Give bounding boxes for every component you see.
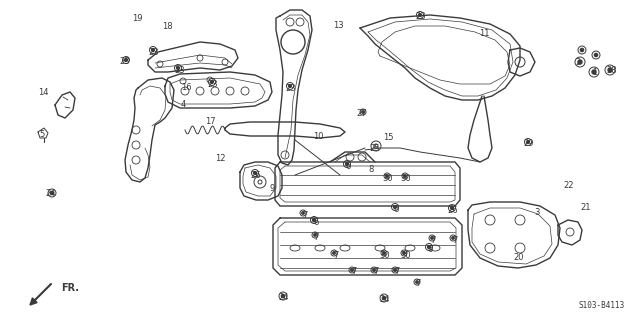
Text: 30: 30: [401, 173, 411, 182]
Circle shape: [288, 84, 292, 87]
Circle shape: [177, 67, 179, 69]
Circle shape: [383, 252, 385, 254]
Text: 25: 25: [370, 143, 380, 153]
Circle shape: [452, 237, 454, 239]
Text: 23: 23: [175, 66, 185, 75]
Text: 5: 5: [39, 130, 44, 139]
Text: 12: 12: [215, 154, 225, 163]
Text: S103-B4113: S103-B4113: [579, 301, 625, 310]
Circle shape: [608, 68, 612, 72]
Circle shape: [595, 53, 598, 57]
Circle shape: [416, 281, 418, 283]
Text: 9: 9: [269, 183, 275, 193]
Circle shape: [346, 163, 349, 165]
Circle shape: [258, 180, 262, 184]
Text: 11: 11: [479, 28, 489, 37]
Circle shape: [333, 252, 335, 254]
Text: 7: 7: [415, 279, 421, 289]
Text: 7: 7: [313, 233, 319, 242]
Circle shape: [210, 81, 214, 84]
Text: 16: 16: [181, 83, 191, 92]
Text: 8: 8: [368, 164, 373, 173]
Circle shape: [451, 207, 453, 209]
Circle shape: [351, 269, 353, 271]
Circle shape: [125, 59, 127, 61]
Circle shape: [374, 144, 378, 148]
Circle shape: [386, 175, 388, 177]
Text: 10: 10: [313, 132, 323, 140]
Text: 17: 17: [205, 116, 216, 125]
Text: 7: 7: [430, 236, 436, 244]
Text: 26: 26: [448, 205, 458, 214]
Text: 6: 6: [393, 204, 399, 213]
Circle shape: [50, 191, 54, 195]
Circle shape: [152, 49, 155, 52]
Text: 7: 7: [351, 268, 357, 276]
Text: 30: 30: [380, 251, 391, 260]
Circle shape: [314, 234, 316, 236]
Circle shape: [592, 70, 596, 74]
Text: 6: 6: [346, 162, 351, 171]
Circle shape: [430, 237, 433, 239]
Text: FR.: FR.: [61, 283, 79, 293]
Text: 22: 22: [564, 180, 574, 189]
Circle shape: [373, 269, 375, 271]
Text: 24: 24: [46, 188, 56, 197]
Circle shape: [427, 246, 430, 248]
Text: 18: 18: [162, 21, 172, 30]
Circle shape: [403, 252, 405, 254]
Text: 7: 7: [394, 268, 399, 276]
Text: 30: 30: [383, 173, 393, 182]
Text: 7: 7: [373, 268, 378, 276]
Circle shape: [313, 219, 315, 221]
Circle shape: [418, 14, 422, 16]
Text: 19: 19: [132, 13, 142, 22]
Text: 23: 23: [120, 57, 131, 66]
Text: 2: 2: [576, 58, 581, 67]
Circle shape: [382, 296, 385, 300]
Text: 21: 21: [581, 203, 592, 212]
Text: 7: 7: [302, 211, 307, 220]
Circle shape: [281, 294, 285, 298]
Text: 6: 6: [313, 218, 319, 227]
Text: 27: 27: [357, 108, 367, 117]
Text: 15: 15: [383, 132, 393, 141]
Circle shape: [394, 269, 396, 271]
Circle shape: [362, 111, 364, 113]
Circle shape: [580, 48, 584, 52]
Text: 23: 23: [286, 84, 296, 92]
Circle shape: [578, 60, 582, 64]
Text: 26: 26: [250, 171, 261, 180]
Circle shape: [394, 206, 396, 208]
Circle shape: [404, 175, 406, 177]
Text: 24: 24: [380, 294, 391, 303]
Text: 13: 13: [333, 20, 344, 29]
Text: 28: 28: [607, 66, 618, 75]
Text: 23: 23: [416, 12, 426, 20]
Text: 4: 4: [181, 100, 186, 108]
Text: 6: 6: [427, 244, 432, 253]
Text: 1: 1: [592, 68, 598, 76]
Text: 30: 30: [401, 251, 411, 260]
Text: 7: 7: [452, 236, 458, 244]
Circle shape: [254, 172, 256, 174]
Circle shape: [527, 140, 529, 143]
Circle shape: [302, 212, 304, 214]
Text: 3: 3: [534, 207, 540, 217]
Text: 29: 29: [524, 139, 534, 148]
Text: 14: 14: [38, 87, 48, 97]
Text: 23: 23: [208, 79, 218, 89]
Text: 20: 20: [514, 253, 524, 262]
Text: 23: 23: [149, 47, 159, 57]
Text: 24: 24: [279, 293, 289, 302]
Text: 7: 7: [333, 251, 339, 260]
